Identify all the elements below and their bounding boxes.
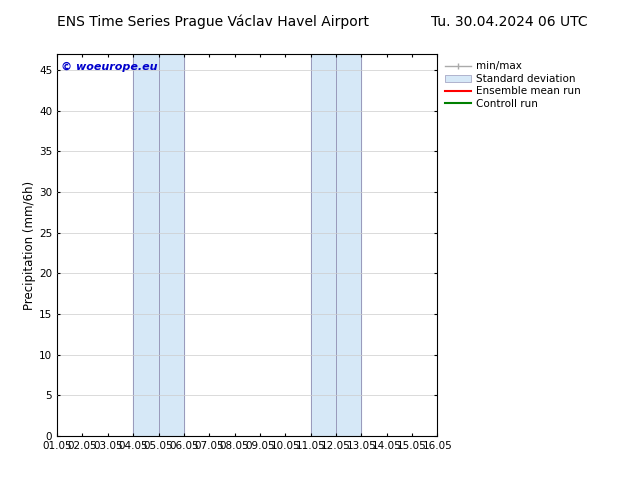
Bar xyxy=(311,54,361,436)
Y-axis label: Precipitation (mm/6h): Precipitation (mm/6h) xyxy=(23,180,36,310)
Legend: min/max, Standard deviation, Ensemble mean run, Controll run: min/max, Standard deviation, Ensemble me… xyxy=(443,59,583,111)
Bar xyxy=(133,54,184,436)
Text: © woeurope.eu: © woeurope.eu xyxy=(61,62,157,72)
Text: ENS Time Series Prague Václav Havel Airport: ENS Time Series Prague Václav Havel Airp… xyxy=(57,15,369,29)
Text: Tu. 30.04.2024 06 UTC: Tu. 30.04.2024 06 UTC xyxy=(431,15,588,29)
